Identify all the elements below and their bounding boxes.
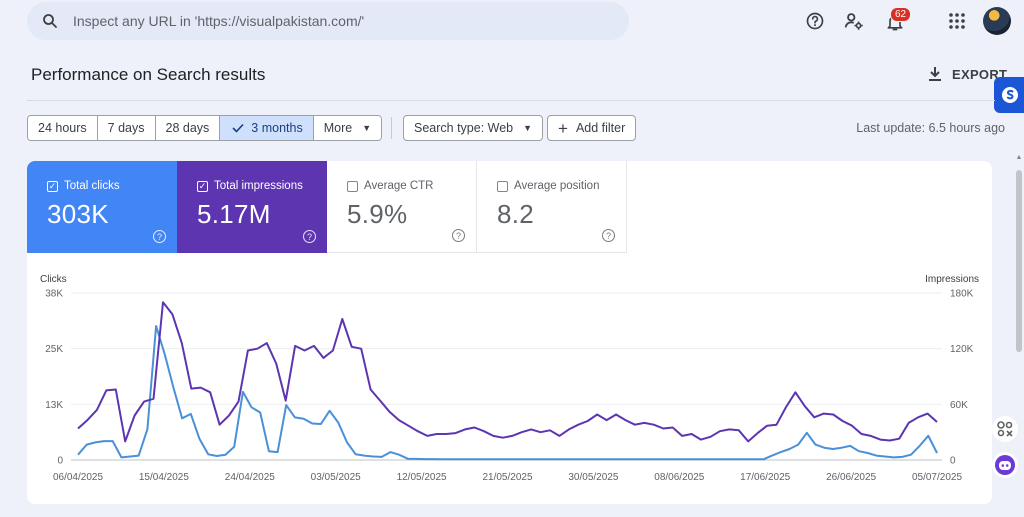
x-tick-label: 17/06/2025 [740, 472, 790, 483]
x-tick-label: 12/05/2025 [397, 472, 447, 483]
extension-logo-icon [1002, 87, 1018, 103]
assistant-float-button[interactable] [992, 452, 1018, 478]
filter-separator [391, 117, 392, 139]
search-bar[interactable] [27, 2, 629, 40]
checkbox-unchecked-icon[interactable] [347, 180, 358, 192]
checkbox-checked-icon[interactable]: ✓ [47, 180, 58, 192]
right-tick-label: 180K [950, 289, 974, 300]
metric-value: 5.9% [347, 199, 408, 229]
checkbox-unchecked-icon[interactable] [497, 180, 508, 192]
page-title: Performance on Search results [31, 65, 266, 84]
performance-chart: 38K 180K 25K 120K 13K 60K 0 0 Clicks Impressions 0… [40, 274, 979, 483]
plus-icon: + [558, 118, 568, 138]
add-filter-button[interactable]: + Add filter [547, 115, 637, 141]
caret-down-icon: ▼ [362, 123, 372, 133]
x-tick-label: 26/06/2025 [826, 472, 876, 483]
scroll-up-icon[interactable]: ▲ [1015, 154, 1023, 161]
left-tick-label: 0 [57, 456, 63, 467]
range-24-hours[interactable]: 24 hours [28, 116, 98, 140]
caret-down-icon: ▼ [523, 123, 533, 133]
export-label: EXPORT [952, 66, 1008, 82]
right-axis-title: Impressions [925, 274, 979, 285]
series-line-impressions [77, 301, 938, 443]
assistant-icon [995, 455, 1015, 475]
x-tick-label: 03/05/2025 [311, 472, 361, 483]
series-line-clicks [77, 325, 938, 461]
help-icon[interactable]: ? [452, 229, 465, 242]
metric-total-clicks[interactable]: ✓ Total clicks 303K ? [27, 161, 177, 253]
metric-value: 303K [47, 199, 109, 229]
metric-average-ctr[interactable]: Average CTR 5.9% ? [327, 161, 477, 253]
notification-badge: 62 [890, 7, 912, 22]
range-more-dropdown[interactable]: More ▼ [313, 116, 382, 140]
download-icon [929, 67, 941, 81]
left-axis-title: Clicks [40, 274, 67, 285]
search-type-dropdown[interactable]: Search type: Web ▼ [403, 115, 544, 141]
right-tick-label: 60K [950, 400, 968, 411]
x-tick-label: 24/04/2025 [225, 472, 275, 483]
x-tick-label: 30/05/2025 [568, 472, 618, 483]
date-range-selector: 24 hours 7 days 28 days 3 months More ▼ [27, 115, 383, 141]
page-scrollbar[interactable]: ▲ [1014, 150, 1024, 517]
x-tick-label: 21/05/2025 [482, 472, 532, 483]
right-tick-label: 0 [950, 456, 956, 467]
avatar[interactable] [983, 7, 1011, 35]
help-icon[interactable]: ? [602, 229, 615, 242]
x-tick-label: 08/06/2025 [654, 472, 704, 483]
help-icon[interactable] [802, 8, 828, 34]
range-7-days[interactable]: 7 days [97, 116, 156, 140]
export-button[interactable]: EXPORT [928, 66, 1007, 82]
left-tick-label: 25K [45, 344, 63, 355]
search-icon [43, 14, 57, 28]
last-update-text: Last update: 6.5 hours ago [856, 121, 1005, 135]
apps-grid-icon[interactable] [944, 8, 970, 34]
left-tick-label: 38K [45, 289, 63, 300]
performance-card: ✓ Total clicks 303K ? ✓ Total impressions … [27, 161, 992, 504]
extension-side-tab[interactable] [994, 77, 1024, 113]
range-3-months[interactable]: 3 months [220, 116, 314, 140]
header-divider [27, 100, 995, 101]
x-tick-label: 15/04/2025 [139, 472, 189, 483]
check-icon [232, 123, 244, 133]
help-icon[interactable]: ? [303, 230, 316, 243]
scroll-thumb[interactable] [1016, 170, 1022, 352]
search-input[interactable] [73, 13, 593, 29]
right-tick-label: 120K [950, 344, 974, 355]
extension-tool-icon [997, 421, 1013, 437]
checkbox-checked-icon[interactable]: ✓ [197, 180, 208, 192]
help-icon[interactable]: ? [153, 230, 166, 243]
manage-users-icon[interactable] [841, 8, 867, 34]
left-tick-label: 13K [45, 400, 63, 411]
metric-average-position[interactable]: Average position 8.2 ? [477, 161, 627, 253]
x-tick-label: 06/04/2025 [53, 472, 103, 483]
range-28-days[interactable]: 28 days [155, 116, 221, 140]
extension-float-button[interactable] [992, 416, 1018, 442]
metric-total-impressions[interactable]: ✓ Total impressions 5.17M ? [177, 161, 327, 253]
metric-value: 5.17M [197, 199, 271, 229]
x-tick-label: 05/07/2025 [912, 472, 962, 483]
metric-value: 8.2 [497, 199, 535, 229]
